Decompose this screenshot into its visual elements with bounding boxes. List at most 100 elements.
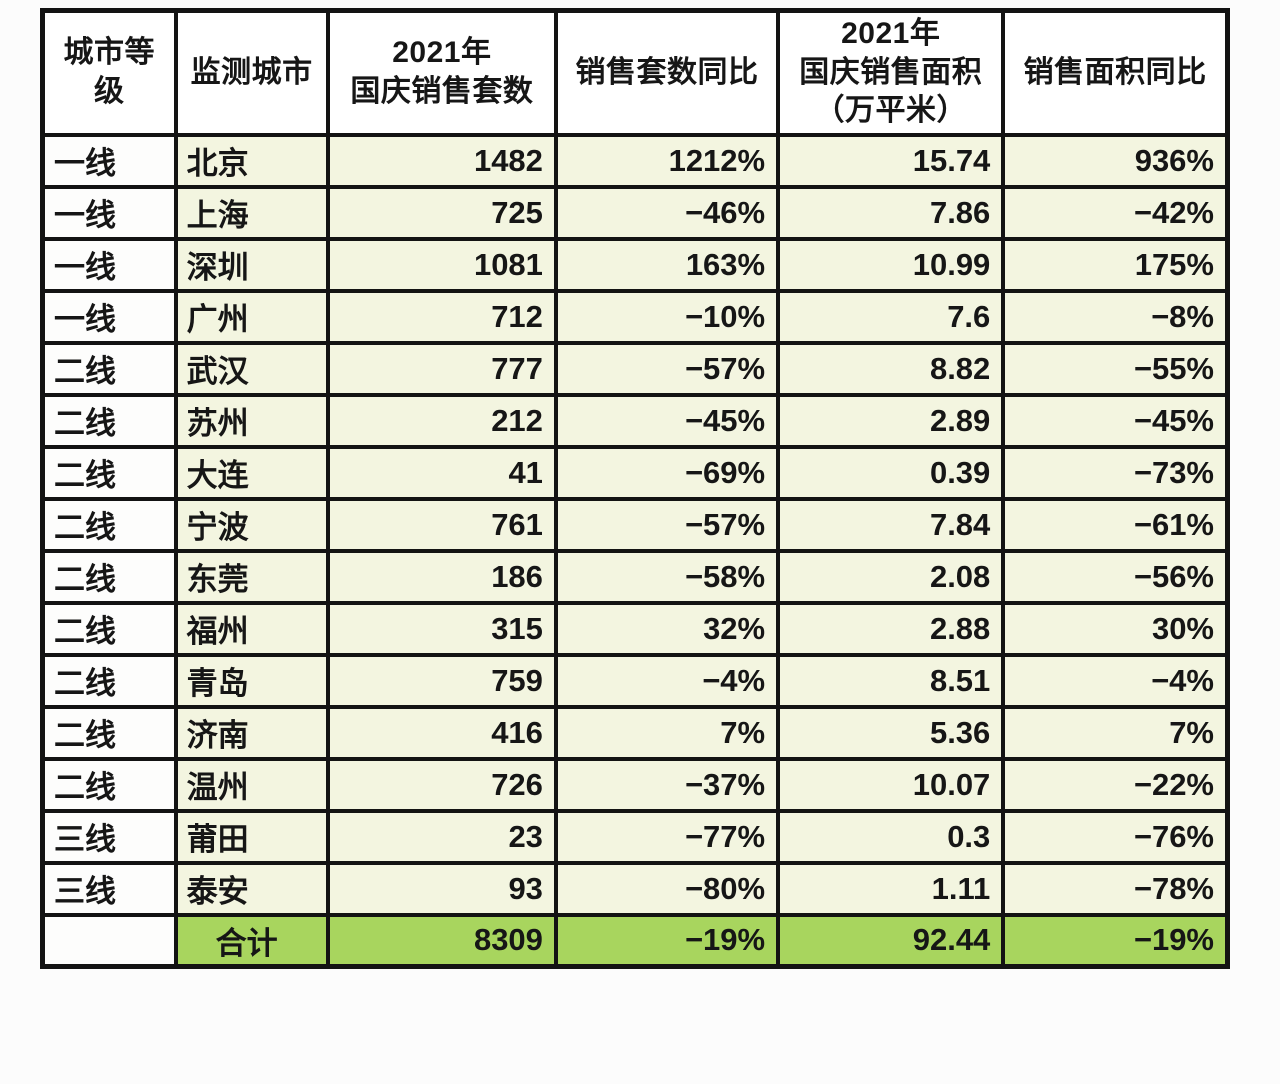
cell-city-tier: 一线: [40, 184, 178, 241]
cell-city-tier: 二线: [40, 756, 178, 813]
cell-area-yoy: −61%: [1001, 496, 1230, 553]
table-body: 一线 北京 1482 1212% 15.74 936% 一线 上海 725 −46% 7.86 −42…: [40, 132, 1230, 969]
cell-city: 青岛: [173, 652, 330, 709]
cell-units-sold: 212: [325, 392, 558, 449]
cell-area-yoy: −56%: [1001, 548, 1230, 605]
cell-area-sold: 10.07: [776, 756, 1006, 813]
cell-area-sold: 7.84: [776, 496, 1006, 553]
table-row: 一线 北京 1482 1212% 15.74 936%: [40, 132, 1230, 189]
cell-city-tier: 二线: [40, 548, 178, 605]
table-row: 二线 济南 416 7% 5.36 7%: [40, 704, 1230, 761]
cell-units-yoy: 163%: [553, 236, 781, 293]
cell-units-yoy: −80%: [553, 860, 781, 917]
cell-units-yoy: −57%: [553, 496, 781, 553]
header-monitored-city: 监测城市: [173, 8, 330, 137]
total-row: 合计 8309 −19% 92.44 −19%: [40, 912, 1230, 969]
cell-city: 广州: [173, 288, 330, 345]
cell-city: 上海: [173, 184, 330, 241]
cell-area-sold: 7.6: [776, 288, 1006, 345]
cell-area-sold: 7.86: [776, 184, 1006, 241]
cell-area-yoy: 7%: [1001, 704, 1230, 761]
cell-units-sold: 725: [325, 184, 558, 241]
cell-city-tier: 二线: [40, 340, 178, 397]
cell-city: 宁波: [173, 496, 330, 553]
cell-area-yoy: −73%: [1001, 444, 1230, 501]
cell-area-sold: 0.39: [776, 444, 1006, 501]
cell-area-yoy: −55%: [1001, 340, 1230, 397]
cell-area-yoy: 175%: [1001, 236, 1230, 293]
cell-units-yoy: 1212%: [553, 132, 781, 189]
cell-city-tier: 三线: [40, 808, 178, 865]
cell-units-yoy: 32%: [553, 600, 781, 657]
table-row: 三线 泰安 93 −80% 1.11 −78%: [40, 860, 1230, 917]
cell-units-yoy: −19%: [553, 912, 781, 969]
cell-city: 东莞: [173, 548, 330, 605]
cell-city-tier: 二线: [40, 496, 178, 553]
cell-units-yoy: −37%: [553, 756, 781, 813]
cell-city: 莆田: [173, 808, 330, 865]
cell-area-sold: 2.08: [776, 548, 1006, 605]
cell-area-yoy: 936%: [1001, 132, 1230, 189]
cell-city: 温州: [173, 756, 330, 813]
header-area-sold: 2021年 国庆销售面积 （万平米）: [776, 8, 1006, 137]
cell-city: 北京: [173, 132, 330, 189]
cell-units-sold: 761: [325, 496, 558, 553]
cell-area-yoy: −19%: [1001, 912, 1230, 969]
cell-city-tier: 二线: [40, 652, 178, 709]
cell-city: 合计: [173, 912, 330, 969]
cell-area-sold: 10.99: [776, 236, 1006, 293]
cell-area-sold: 5.36: [776, 704, 1006, 761]
table-row: 二线 大连 41 −69% 0.39 −73%: [40, 444, 1230, 501]
cell-city: 大连: [173, 444, 330, 501]
table-row: 一线 广州 712 −10% 7.6 −8%: [40, 288, 1230, 345]
cell-city: 武汉: [173, 340, 330, 397]
cell-city-tier: 一线: [40, 288, 178, 345]
cell-units-sold: 712: [325, 288, 558, 345]
cell-area-sold: 1.11: [776, 860, 1006, 917]
cell-units-sold: 1081: [325, 236, 558, 293]
cell-city-tier: 二线: [40, 600, 178, 657]
cell-units-sold: 93: [325, 860, 558, 917]
cell-units-sold: 186: [325, 548, 558, 605]
cell-units-yoy: −4%: [553, 652, 781, 709]
cell-area-yoy: 30%: [1001, 600, 1230, 657]
cell-city-tier: 二线: [40, 704, 178, 761]
header-area-yoy: 销售面积同比: [1001, 8, 1230, 137]
cell-units-sold: 8309: [325, 912, 558, 969]
national-day-sales-table: 城市等 级 监测城市 2021年 国庆销售套数 销售套数同比 2021年 国庆销…: [40, 8, 1230, 969]
cell-units-sold: 759: [325, 652, 558, 709]
cell-city-tier: 二线: [40, 444, 178, 501]
header-units-yoy: 销售套数同比: [553, 8, 781, 137]
cell-units-yoy: −10%: [553, 288, 781, 345]
table-row: 二线 温州 726 −37% 10.07 −22%: [40, 756, 1230, 813]
cell-units-yoy: −57%: [553, 340, 781, 397]
cell-area-sold: 0.3: [776, 808, 1006, 865]
cell-units-sold: 23: [325, 808, 558, 865]
cell-units-sold: 41: [325, 444, 558, 501]
cell-units-yoy: −58%: [553, 548, 781, 605]
sales-table-container: 城市等 级 监测城市 2021年 国庆销售套数 销售套数同比 2021年 国庆销…: [40, 8, 1230, 969]
cell-area-sold: 2.89: [776, 392, 1006, 449]
cell-units-yoy: 7%: [553, 704, 781, 761]
cell-area-sold: 15.74: [776, 132, 1006, 189]
table-row: 二线 东莞 186 −58% 2.08 −56%: [40, 548, 1230, 605]
cell-city: 苏州: [173, 392, 330, 449]
table-row: 二线 宁波 761 −57% 7.84 −61%: [40, 496, 1230, 553]
cell-units-sold: 416: [325, 704, 558, 761]
cell-area-yoy: −78%: [1001, 860, 1230, 917]
cell-city: 福州: [173, 600, 330, 657]
cell-city: 泰安: [173, 860, 330, 917]
cell-city-tier: 一线: [40, 132, 178, 189]
header-units-sold: 2021年 国庆销售套数: [325, 8, 558, 137]
cell-units-yoy: −45%: [553, 392, 781, 449]
table-row: 三线 莆田 23 −77% 0.3 −76%: [40, 808, 1230, 865]
header-city-tier: 城市等 级: [40, 8, 178, 137]
cell-area-yoy: −45%: [1001, 392, 1230, 449]
cell-area-sold: 92.44: [776, 912, 1006, 969]
cell-units-yoy: −69%: [553, 444, 781, 501]
table-row: 一线 上海 725 −46% 7.86 −42%: [40, 184, 1230, 241]
cell-city-tier: 三线: [40, 860, 178, 917]
table-row: 二线 福州 315 32% 2.88 30%: [40, 600, 1230, 657]
cell-units-sold: 726: [325, 756, 558, 813]
